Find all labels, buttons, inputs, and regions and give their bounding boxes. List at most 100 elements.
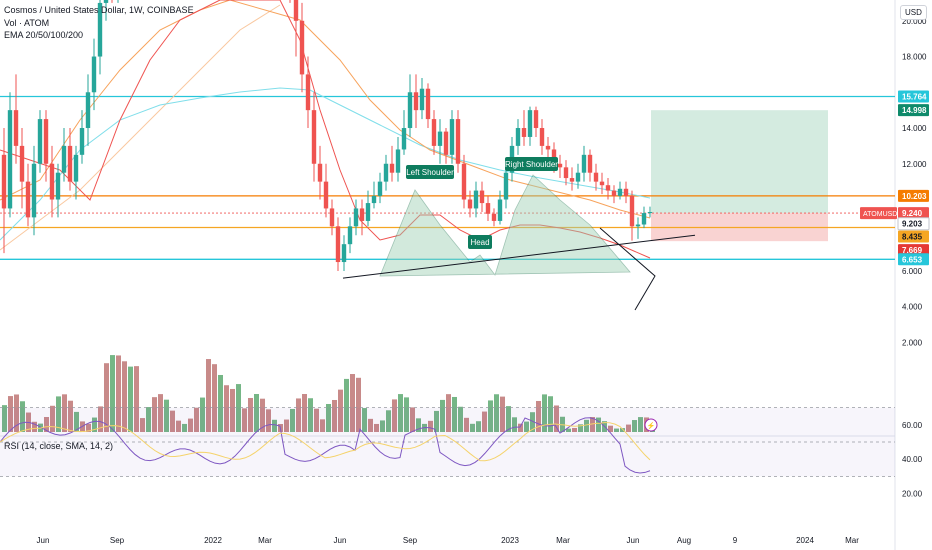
volume-bar: [140, 418, 145, 432]
price-tag-label: 15.764: [902, 92, 927, 101]
volume-bar: [206, 359, 211, 432]
volume-bar: [380, 420, 385, 432]
candle-body: [323, 181, 329, 209]
candle-body: [545, 145, 551, 150]
ema50-line: [0, 0, 651, 219]
candle-body: [551, 149, 557, 164]
volume-bar: [218, 374, 223, 432]
x-tick-label: Sep: [403, 536, 418, 545]
candle-body: [581, 154, 587, 173]
volume-bar: [326, 403, 331, 432]
volume-bar: [44, 417, 49, 432]
volume-bar: [236, 384, 241, 432]
pattern-label: Head: [470, 238, 489, 247]
candle-body: [293, 0, 299, 21]
candle-body: [593, 172, 599, 182]
candle-body: [413, 92, 419, 111]
volume-bar: [194, 407, 199, 432]
candle-body: [449, 119, 455, 155]
volume-bar: [554, 405, 559, 432]
candle-body: [73, 154, 79, 182]
volume-bar: [182, 423, 187, 432]
volume-bar: [2, 405, 7, 432]
volume-bar: [344, 378, 349, 432]
x-tick-label: Aug: [677, 536, 691, 545]
rsi-ma-line: [0, 422, 651, 462]
ema20-line: [0, 0, 651, 259]
volume-bar: [92, 417, 97, 432]
volume-bar: [428, 420, 433, 432]
volume-bar: [620, 428, 625, 432]
volume-bar: [200, 397, 205, 432]
volume-bar: [476, 421, 481, 432]
price-tag: [898, 207, 929, 220]
candle-body: [371, 195, 377, 204]
candle-body: [383, 163, 389, 182]
candle-body: [49, 163, 55, 200]
volume-bar: [56, 396, 61, 432]
candle-body: [635, 224, 641, 227]
candle-body: [443, 131, 449, 155]
price-tick-label: 12.000: [902, 160, 927, 169]
x-tick-label: Mar: [556, 536, 570, 545]
price-tag-label: 7.669: [902, 246, 923, 255]
volume-bar: [254, 394, 259, 432]
x-tick-label: 9: [733, 536, 738, 545]
volume-bar: [608, 425, 613, 432]
volume-bar: [488, 400, 493, 432]
candle-body: [31, 163, 37, 218]
candle-body: [617, 188, 623, 196]
x-tick-label: Jun: [627, 536, 640, 545]
volume-bar: [146, 407, 151, 432]
volume-bar: [506, 406, 511, 432]
price-tick-label: 2.000: [902, 338, 923, 347]
volume-bar: [50, 405, 55, 432]
volume-bar: [578, 424, 583, 432]
candle-body: [335, 226, 341, 263]
volume-bar: [248, 397, 253, 432]
price-tick-label: 14.000: [902, 124, 927, 133]
x-tick-label: Jun: [37, 536, 50, 545]
volume-bar: [128, 366, 133, 432]
volume-bar: [416, 418, 421, 432]
volume-bar: [104, 363, 109, 432]
candle-body: [485, 203, 491, 214]
pattern-label-box: [505, 157, 558, 171]
volume-bar: [614, 428, 619, 432]
volume-bar: [242, 408, 247, 432]
price-tag: [898, 230, 929, 243]
candle-body: [79, 128, 85, 155]
candle-body: [401, 128, 407, 150]
candle-body: [407, 92, 413, 129]
candle-body: [19, 145, 25, 182]
x-tick-label: Mar: [258, 536, 272, 545]
volume-bar: [434, 410, 439, 432]
candle-body: [13, 110, 19, 146]
volume-bar: [164, 399, 169, 432]
candle-body: [395, 149, 401, 173]
candle-body: [605, 185, 611, 191]
volume-bar: [314, 408, 319, 432]
candle-body: [497, 199, 503, 221]
candle-body: [425, 88, 431, 120]
rsi-tick-label: 60.00: [902, 421, 923, 430]
candle-body: [389, 163, 395, 173]
candle-body: [55, 172, 61, 200]
candle-body: [97, 2, 103, 57]
candle-body: [623, 188, 629, 196]
currency-button[interactable]: USD: [900, 5, 927, 20]
candle-body: [431, 119, 437, 146]
volume-bar: [398, 394, 403, 432]
ema-legend: EMA 20/50/100/200: [4, 30, 84, 40]
volume-bar: [320, 419, 325, 432]
candle-body: [479, 190, 485, 204]
volume-bar: [302, 394, 307, 432]
volume-bar: [68, 400, 73, 432]
volume-bar: [158, 394, 163, 432]
x-tick-label: Jun: [334, 536, 347, 545]
volume-bar: [638, 417, 643, 432]
x-tick-label: Mar: [845, 536, 859, 545]
volume-bar: [62, 394, 67, 432]
volume-bar: [518, 423, 523, 432]
